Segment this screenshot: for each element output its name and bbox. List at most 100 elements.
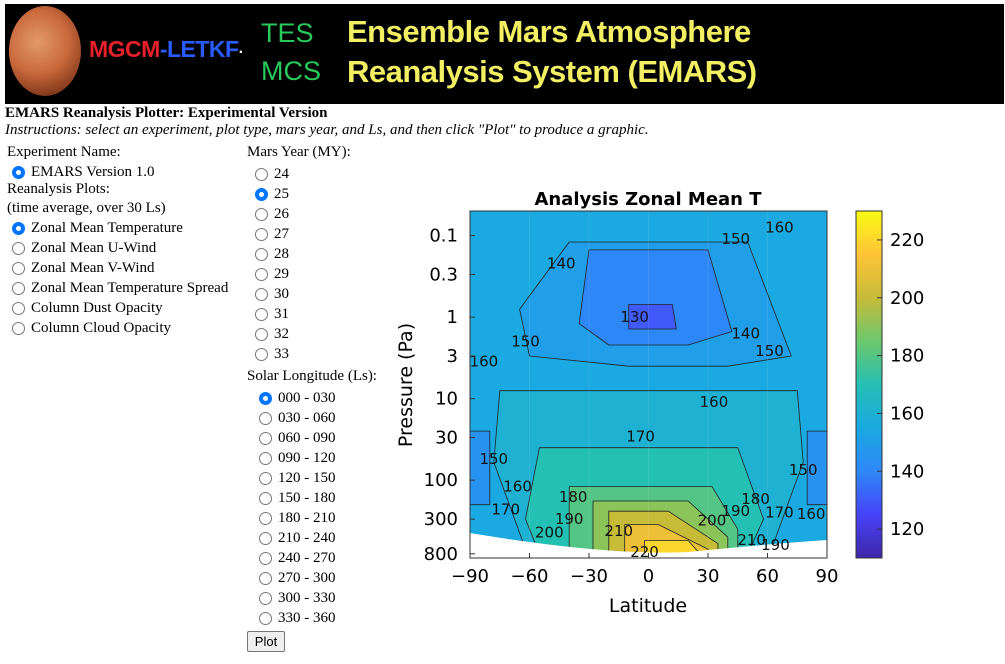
solar-longitude-label: Solar Longitude (Ls): (247, 368, 377, 384)
mars-year-option[interactable]: 29 (255, 264, 289, 284)
contour-label: 210 (737, 531, 766, 549)
experiment-radio[interactable] (12, 165, 25, 179)
solar-longitude-option[interactable]: 240 - 270 (259, 548, 336, 568)
reanalysis-plot-option[interactable]: Zonal Mean Temperature Spread (12, 278, 228, 298)
banner-title-line1: Ensemble Mars Atmosphere (347, 14, 751, 49)
mars-year-radio[interactable] (255, 287, 268, 301)
solar-longitude-option-label: 090 - 120 (278, 449, 336, 466)
mars-year-radio[interactable] (255, 207, 268, 221)
contour-label: 220 (630, 543, 659, 561)
solar-longitude-option[interactable]: 000 - 030 (259, 388, 336, 408)
reanalysis-plot-radio[interactable] (12, 301, 25, 315)
contour-label: 160 (797, 505, 826, 523)
reanalysis-plots-label: Reanalysis Plots: (7, 181, 110, 197)
solar-longitude-option-label: 000 - 030 (278, 389, 336, 406)
contour-label: 150 (755, 342, 784, 360)
plot-button[interactable]: Plot (247, 631, 285, 652)
topography-mask (470, 533, 827, 558)
solar-longitude-radio[interactable] (259, 431, 272, 445)
contour-label: 140 (731, 325, 760, 343)
solar-longitude-option-label: 120 - 150 (278, 469, 336, 486)
mars-year-option[interactable]: 30 (255, 284, 289, 304)
colorbar-gradient (855, 210, 883, 559)
solar-longitude-option[interactable]: 210 - 240 (259, 528, 336, 548)
mars-year-radio[interactable] (255, 167, 268, 181)
reanalysis-plot-option[interactable]: Zonal Mean V-Wind (12, 258, 155, 278)
y-tick-label: 800 (424, 544, 458, 565)
reanalysis-plot-radio[interactable] (12, 221, 25, 235)
emars-banner: MGCM-LETKF· TES MCS Ensemble Mars Atmosp… (5, 4, 1004, 104)
mars-year-option[interactable]: 26 (255, 204, 289, 224)
logo-blue-text: -LETKF (159, 36, 239, 62)
reanalysis-plot-option[interactable]: Zonal Mean U-Wind (12, 238, 156, 258)
reanalysis-plot-option[interactable]: Column Dust Opacity (12, 298, 163, 318)
colorbar-tick-label: 160 (890, 403, 924, 424)
solar-longitude-option[interactable]: 090 - 120 (259, 448, 336, 468)
contour-label: 180 (559, 488, 588, 506)
solar-longitude-option[interactable]: 030 - 060 (259, 408, 336, 428)
solar-longitude-option-label: 210 - 240 (278, 529, 336, 546)
y-tick-label: 0.1 (429, 226, 458, 247)
solar-longitude-option-label: 030 - 060 (278, 409, 336, 426)
colorbar-tick-label: 200 (890, 288, 924, 309)
mars-year-option[interactable]: 32 (255, 324, 289, 344)
solar-longitude-radio[interactable] (259, 531, 272, 545)
solar-longitude-radio[interactable] (259, 571, 272, 585)
mars-year-radio[interactable] (255, 227, 268, 241)
solar-longitude-option[interactable]: 270 - 300 (259, 568, 336, 588)
solar-longitude-radio[interactable] (259, 491, 272, 505)
logo-dot: · (238, 44, 244, 61)
solar-longitude-radio[interactable] (259, 591, 272, 605)
contour-label: 190 (761, 536, 790, 554)
reanalysis-plot-option[interactable]: Column Cloud Opacity (12, 318, 171, 338)
solar-longitude-option[interactable]: 300 - 330 (259, 588, 336, 608)
zonal-mean-temperature-chart: Analysis Zonal Mean T 160150140130140150… (395, 189, 924, 617)
solar-longitude-radio[interactable] (259, 551, 272, 565)
reanalysis-plot-radio[interactable] (12, 281, 25, 295)
x-tick-label: 30 (697, 566, 720, 587)
mars-year-radio[interactable] (255, 187, 268, 201)
y-axis-label: Pressure (Pa) (395, 323, 417, 447)
solar-longitude-option[interactable]: 180 - 210 (259, 508, 336, 528)
mars-year-option-label: 25 (274, 185, 289, 202)
solar-longitude-option[interactable]: 150 - 180 (259, 488, 336, 508)
colorbar-tick-label: 140 (890, 461, 924, 482)
solar-longitude-radio[interactable] (259, 611, 272, 625)
solar-longitude-radio[interactable] (259, 451, 272, 465)
mars-year-option[interactable]: 31 (255, 304, 289, 324)
mars-year-option[interactable]: 25 (255, 184, 289, 204)
mars-planet-image (9, 6, 81, 96)
mars-year-radio[interactable] (255, 267, 268, 281)
mars-year-option[interactable]: 27 (255, 224, 289, 244)
reanalysis-plot-option[interactable]: Zonal Mean Temperature (12, 218, 183, 238)
experiment-option[interactable]: EMARS Version 1.0 (12, 162, 155, 182)
mars-year-radio[interactable] (255, 327, 268, 341)
mars-year-option[interactable]: 24 (255, 164, 289, 184)
reanalysis-plot-option-label: Zonal Mean U-Wind (31, 239, 157, 256)
solar-longitude-option[interactable]: 060 - 090 (259, 428, 336, 448)
solar-longitude-radio[interactable] (259, 511, 272, 525)
mars-year-radio[interactable] (255, 307, 268, 321)
mars-year-option[interactable]: 28 (255, 244, 289, 264)
reanalysis-plot-radio[interactable] (12, 241, 25, 255)
solar-longitude-radio[interactable] (259, 391, 272, 405)
colorbar-tick-label: 120 (890, 519, 924, 540)
solar-longitude-option[interactable]: 330 - 360 (259, 608, 336, 628)
chart-title: Analysis Zonal Mean T (534, 189, 762, 210)
contour-region (806, 430, 827, 506)
contour-label: 180 (741, 490, 770, 508)
banner-title-line2: Reanalysis System (EMARS) (347, 54, 757, 89)
reanalysis-plot-radio[interactable] (12, 261, 25, 275)
instructions-text: Instructions: select an experiment, plot… (5, 122, 649, 138)
colorbar-tick-label: 180 (890, 346, 924, 367)
contour-label: 160 (765, 219, 794, 237)
solar-longitude-radio[interactable] (259, 471, 272, 485)
reanalysis-plot-radio[interactable] (12, 321, 25, 335)
solar-longitude-radio[interactable] (259, 411, 272, 425)
mars-year-radio[interactable] (255, 247, 268, 261)
contour-label: 150 (511, 333, 540, 351)
solar-longitude-option[interactable]: 120 - 150 (259, 468, 336, 488)
mars-year-option[interactable]: 33 (255, 344, 289, 364)
solar-longitude-option-label: 300 - 330 (278, 589, 336, 606)
mars-year-radio[interactable] (255, 347, 268, 361)
